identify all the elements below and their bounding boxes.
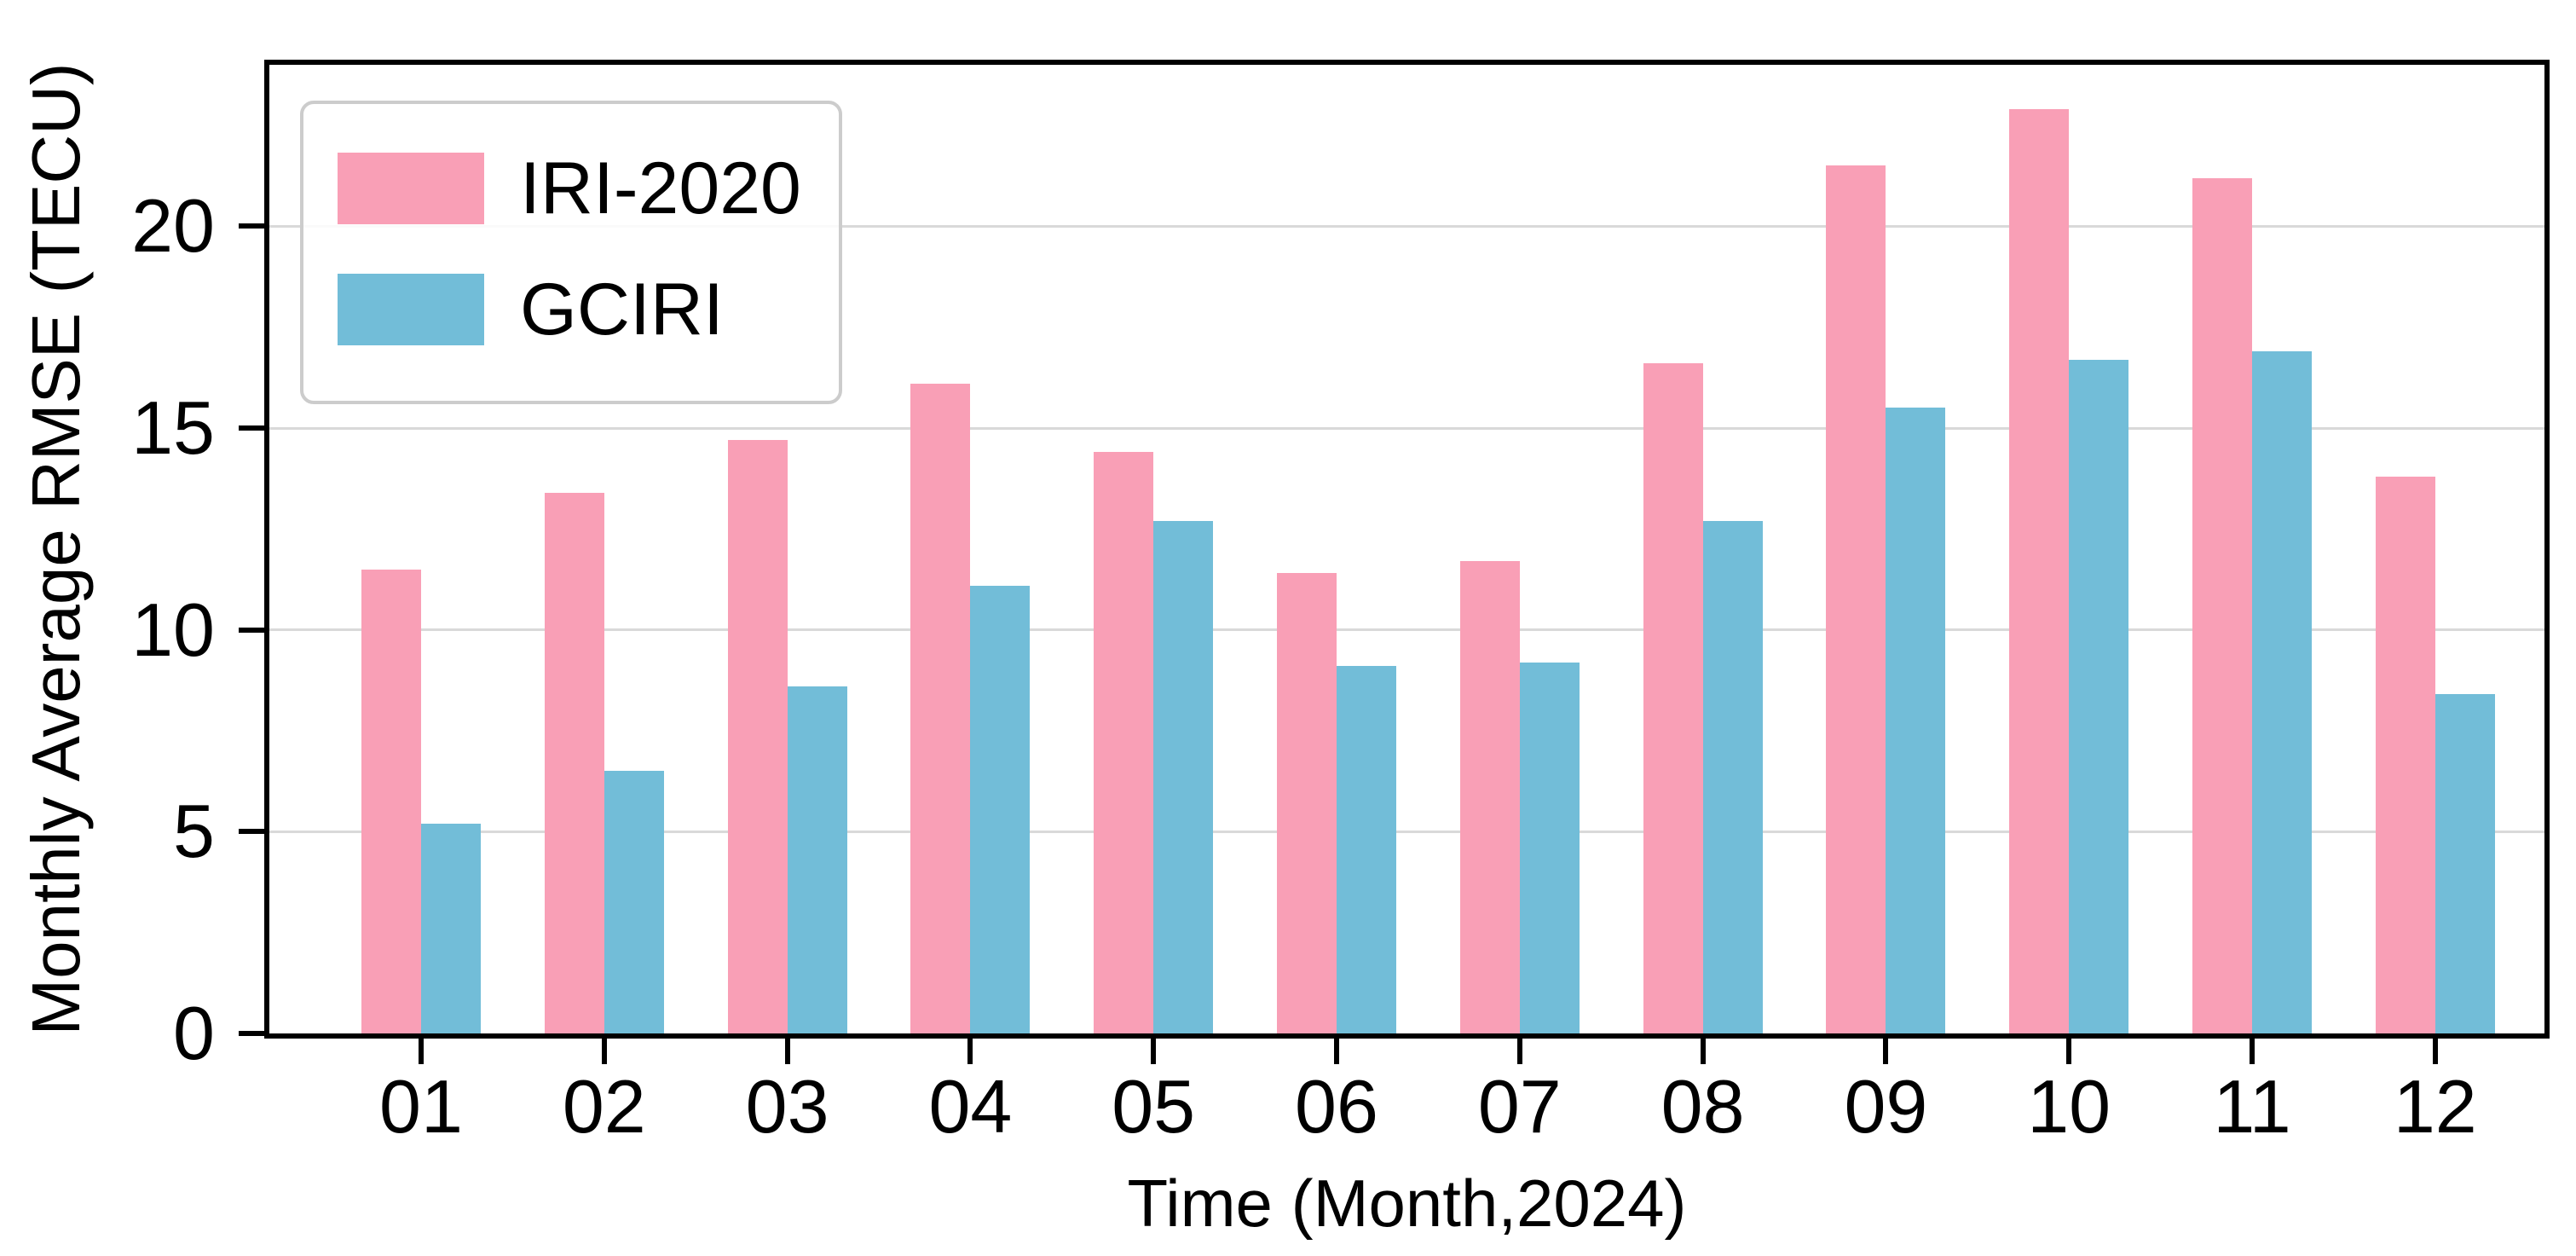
y-tick-mark-5 bbox=[239, 829, 264, 835]
x-tick-mark-03 bbox=[784, 1039, 790, 1064]
bar-iri2020-10 bbox=[2009, 109, 2070, 1033]
x-tick-label-10: 10 bbox=[2027, 1064, 2111, 1149]
gridline-y5 bbox=[269, 830, 2544, 833]
x-tick-mark-06 bbox=[1334, 1039, 1339, 1064]
x-tick-mark-02 bbox=[601, 1039, 607, 1064]
bar-gciri-04 bbox=[970, 585, 1031, 1033]
y-tick-mark-10 bbox=[239, 627, 264, 633]
x-tick-label-02: 02 bbox=[562, 1064, 646, 1149]
bar-iri2020-12 bbox=[2375, 476, 2435, 1033]
x-tick-label-11: 11 bbox=[2213, 1064, 2291, 1149]
y-tick-label-15: 15 bbox=[131, 385, 215, 470]
bar-iri2020-06 bbox=[1277, 573, 1337, 1033]
bar-gciri-11 bbox=[2252, 351, 2312, 1033]
bar-gciri-02 bbox=[604, 771, 664, 1033]
legend-swatch-gciri bbox=[338, 274, 484, 345]
y-tick-mark-20 bbox=[239, 223, 264, 229]
bar-iri2020-01 bbox=[361, 569, 421, 1033]
bar-gciri-08 bbox=[1702, 520, 1763, 1033]
legend-swatch-iri2020 bbox=[338, 153, 484, 224]
x-axis-label: Time (Month,2024) bbox=[1127, 1166, 1687, 1241]
x-tick-mark-10 bbox=[2066, 1039, 2072, 1064]
y-tick-label-5: 5 bbox=[173, 789, 215, 874]
plot-area bbox=[264, 60, 2550, 1039]
x-tick-label-07: 07 bbox=[1477, 1064, 1562, 1149]
bar-iri2020-02 bbox=[544, 492, 604, 1033]
x-tick-mark-11 bbox=[2250, 1039, 2255, 1064]
gridline-y15 bbox=[269, 426, 2544, 430]
x-tick-label-09: 09 bbox=[1844, 1064, 1928, 1149]
x-tick-label-08: 08 bbox=[1661, 1064, 1745, 1149]
legend-label-iri2020: IRI-2020 bbox=[520, 147, 801, 229]
bar-gciri-06 bbox=[1337, 666, 1396, 1033]
legend-entry-gciri: GCIRI bbox=[338, 261, 805, 358]
bar-gciri-05 bbox=[1153, 520, 1214, 1033]
x-tick-mark-07 bbox=[1516, 1039, 1522, 1064]
bar-iri2020-04 bbox=[910, 383, 971, 1033]
x-tick-mark-05 bbox=[1151, 1039, 1157, 1064]
bar-gciri-01 bbox=[421, 823, 481, 1033]
gridline-y20 bbox=[269, 224, 2544, 228]
legend-label-gciri: GCIRI bbox=[520, 268, 724, 350]
x-tick-mark-12 bbox=[2432, 1039, 2438, 1064]
bar-iri2020-05 bbox=[1094, 452, 1154, 1033]
x-tick-label-05: 05 bbox=[1112, 1064, 1196, 1149]
x-tick-label-03: 03 bbox=[745, 1064, 829, 1149]
x-tick-label-01: 01 bbox=[379, 1064, 463, 1149]
y-tick-mark-15 bbox=[239, 425, 264, 431]
y-tick-label-20: 20 bbox=[131, 183, 215, 269]
x-tick-label-04: 04 bbox=[928, 1064, 1013, 1149]
x-tick-label-12: 12 bbox=[2393, 1064, 2477, 1149]
x-tick-mark-08 bbox=[1700, 1039, 1706, 1064]
bar-iri2020-08 bbox=[1643, 363, 1703, 1033]
x-tick-mark-09 bbox=[1883, 1039, 1889, 1064]
x-tick-mark-04 bbox=[967, 1039, 973, 1064]
legend: IRI-2020 GCIRI bbox=[300, 101, 842, 404]
legend-entry-iri2020: IRI-2020 bbox=[338, 140, 805, 237]
bar-iri2020-09 bbox=[1826, 165, 1886, 1033]
y-tick-mark-0 bbox=[239, 1031, 264, 1036]
gridline-y10 bbox=[269, 628, 2544, 632]
y-tick-label-10: 10 bbox=[131, 587, 215, 672]
bar-iri2020-03 bbox=[727, 440, 788, 1033]
bar-gciri-10 bbox=[2069, 359, 2129, 1033]
bar-gciri-07 bbox=[1519, 662, 1580, 1033]
bar-gciri-12 bbox=[2434, 694, 2495, 1033]
bar-gciri-03 bbox=[787, 686, 847, 1033]
bar-gciri-09 bbox=[1886, 408, 1946, 1033]
bar-iri2020-07 bbox=[1459, 561, 1520, 1033]
x-tick-mark-01 bbox=[419, 1039, 424, 1064]
x-tick-label-06: 06 bbox=[1295, 1064, 1378, 1149]
y-tick-label-0: 0 bbox=[173, 991, 215, 1075]
bar-iri2020-11 bbox=[2192, 177, 2252, 1033]
y-axis-label: Monthly Average RMSE (TECU) bbox=[18, 62, 94, 1036]
